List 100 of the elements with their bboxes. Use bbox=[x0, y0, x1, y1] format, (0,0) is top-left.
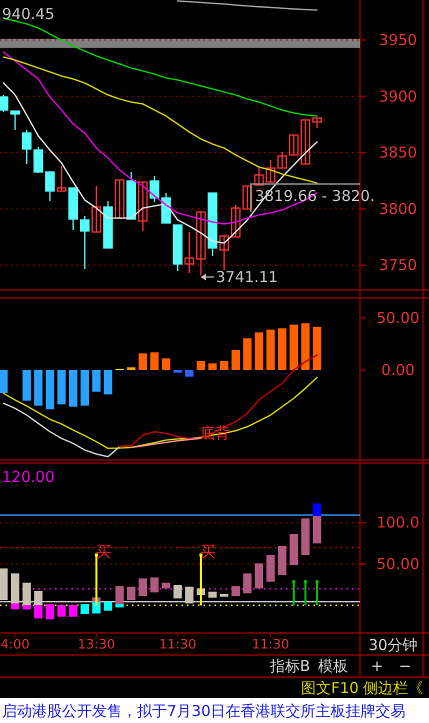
x-tick-label: 11:30 bbox=[252, 638, 290, 652]
bar bbox=[185, 586, 194, 604]
bar bbox=[46, 370, 54, 410]
candlestick bbox=[196, 211, 206, 276]
line-series bbox=[2, 51, 318, 225]
candlestick bbox=[56, 165, 66, 192]
bar bbox=[290, 534, 298, 566]
annotation: 940.45 bbox=[2, 5, 54, 23]
annotation: 买 bbox=[200, 542, 216, 561]
annotation: 3741.11 bbox=[216, 268, 278, 286]
x-tick-label: 13:30 bbox=[78, 638, 116, 652]
line-series bbox=[118, 354, 318, 448]
bar bbox=[162, 582, 170, 588]
candlestick bbox=[277, 151, 288, 169]
bar bbox=[34, 591, 43, 606]
bar bbox=[243, 573, 252, 594]
candlestick bbox=[288, 134, 299, 156]
bar bbox=[266, 555, 275, 582]
bar bbox=[115, 586, 124, 604]
bar bbox=[138, 578, 148, 596]
y-tick-label: 50.00 bbox=[376, 555, 420, 574]
candlestick bbox=[80, 215, 90, 270]
bar bbox=[0, 568, 8, 600]
bar bbox=[254, 332, 264, 370]
bar bbox=[301, 323, 310, 370]
bar bbox=[10, 573, 20, 604]
bar bbox=[104, 602, 112, 611]
candlestick bbox=[219, 235, 229, 271]
line-series bbox=[176, 0, 318, 11]
bar bbox=[278, 328, 286, 370]
bar bbox=[34, 605, 43, 618]
candlestick bbox=[230, 204, 241, 238]
bar bbox=[150, 352, 159, 370]
candlestick bbox=[138, 181, 148, 232]
bar bbox=[290, 324, 298, 370]
y-tick-label: 3750 bbox=[378, 256, 418, 274]
text: 30分钟 bbox=[368, 636, 418, 654]
bar bbox=[208, 592, 217, 598]
y-tick-label: 3850 bbox=[378, 144, 418, 162]
bar bbox=[232, 586, 240, 596]
bar bbox=[150, 577, 159, 592]
candlestick bbox=[92, 185, 102, 233]
text: 图文F10 bbox=[301, 679, 359, 697]
candlestick bbox=[114, 179, 124, 219]
bar bbox=[220, 360, 228, 370]
annotation: 120.00 bbox=[2, 468, 54, 486]
bar bbox=[80, 604, 89, 614]
bar bbox=[68, 370, 78, 407]
candlestick bbox=[10, 110, 20, 131]
bar bbox=[254, 563, 264, 588]
candlestick bbox=[33, 146, 44, 174]
text: 指标B bbox=[268, 657, 310, 675]
y-tick-label: 3800 bbox=[378, 200, 418, 218]
text: + bbox=[370, 657, 384, 675]
bar bbox=[138, 353, 148, 370]
bar bbox=[173, 370, 182, 373]
candlestick bbox=[45, 171, 55, 202]
candlestick bbox=[22, 129, 32, 165]
bar bbox=[80, 370, 89, 406]
bar bbox=[220, 594, 228, 597]
bar bbox=[266, 330, 275, 370]
text: − bbox=[398, 657, 412, 675]
bar bbox=[115, 604, 124, 608]
y-tick-label: 3950 bbox=[378, 30, 418, 49]
bar bbox=[278, 546, 286, 576]
bar bbox=[232, 350, 240, 370]
bar bbox=[22, 605, 31, 610]
bar bbox=[185, 370, 194, 377]
line-series bbox=[2, 56, 318, 184]
bar bbox=[22, 370, 31, 401]
candlestick bbox=[242, 185, 252, 210]
bar bbox=[312, 516, 322, 544]
line-series bbox=[130, 438, 202, 448]
bar bbox=[34, 370, 43, 406]
y-tick-label: 50.00 bbox=[376, 308, 420, 327]
bar bbox=[196, 360, 206, 370]
bar bbox=[0, 370, 8, 393]
bar bbox=[312, 503, 322, 516]
bar bbox=[162, 358, 170, 370]
bar bbox=[127, 367, 136, 370]
x-tick-label: 11:30 bbox=[158, 638, 196, 652]
bar bbox=[208, 363, 217, 370]
bar bbox=[173, 585, 182, 598]
y-tick-label: 0.00 bbox=[381, 361, 415, 379]
bar bbox=[243, 338, 252, 370]
bar bbox=[127, 586, 136, 600]
line-series bbox=[2, 402, 120, 458]
x-tick-label: 4:00 bbox=[0, 638, 30, 652]
bar bbox=[92, 602, 101, 614]
y-tick-label: 100.0 bbox=[376, 514, 420, 532]
text: 模板 bbox=[318, 657, 348, 675]
candlestick bbox=[0, 94, 8, 113]
bar bbox=[301, 518, 310, 556]
line-series bbox=[2, 376, 318, 450]
bar bbox=[10, 603, 20, 610]
bar bbox=[57, 370, 66, 404]
bar bbox=[312, 326, 322, 370]
y-tick-label: 3900 bbox=[378, 87, 418, 106]
text: 启动港股公开发售，拟于7月30日在香港联交所主板挂牌交易 bbox=[2, 702, 406, 720]
annotation: 买 bbox=[96, 542, 111, 561]
